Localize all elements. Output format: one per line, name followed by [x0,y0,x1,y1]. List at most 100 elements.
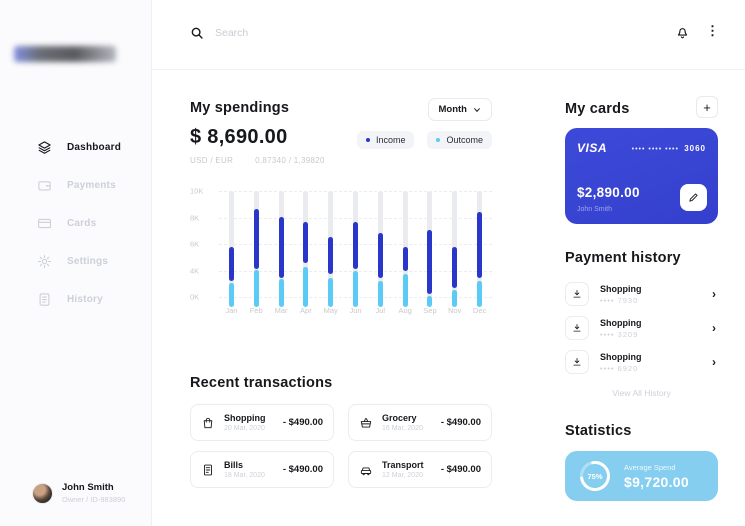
more-menu-button[interactable]: ⋮ [706,23,719,38]
bank-card: VISA •••• •••• •••• 3060 $2,890.00 John … [565,128,718,224]
rates-value: 0,87340 / 1,39820 [255,156,325,165]
outcome-dot-icon [436,138,441,142]
payment-history-title: Payment history [565,250,681,266]
chart-x-axis: Jan Feb Mar Apr May Jun Jul Aug Sep Nov Dec [219,306,492,315]
car-icon [360,466,372,475]
income-bar [402,247,408,272]
payment-card-mask: •••• 3209 [600,329,639,339]
y-tick-label: 4K [190,266,200,275]
sidebar-item-label: History [67,293,103,305]
right-column: My cards + VISA •••• •••• •••• 3060 $2,8… [565,96,718,501]
bar-track-apr [303,191,309,307]
bag-icon [203,417,213,428]
average-spend-label: Average Spend [624,462,676,472]
outcome-bar [328,277,334,307]
download-button[interactable] [565,316,589,340]
outcome-bar [402,273,408,307]
add-card-button[interactable]: + [696,96,718,118]
card-balance: $2,890.00 [577,185,640,200]
sidebar: Dashboard Payments Cards Settings History Jo… [0,0,152,526]
income-bar [228,247,234,282]
legend-chip-income[interactable]: Income [356,131,415,149]
legend-label: Income [375,135,406,145]
y-tick-label: 0K [190,292,200,302]
outcome-bar [477,280,483,307]
bar-track-mar [278,191,284,307]
download-icon [573,324,581,332]
card-number: •••• •••• •••• 3060 [632,144,706,153]
bar-track-jan [228,191,234,307]
download-icon [573,358,581,366]
bar-track-jun [352,191,358,307]
transaction-bills[interactable]: Bills 18 Mar, 2020 - $490.00 [190,451,334,488]
bar-track-feb [253,191,259,307]
outcome-bar [253,269,259,307]
payment-history-row[interactable]: Shopping •••• 3209 › [565,311,718,345]
payment-name: Shopping [600,317,642,328]
outcome-bar [427,296,433,307]
x-tick-label: May [323,306,338,315]
rates-label: USD / EUR [190,156,234,165]
transaction-shopping[interactable]: Shopping 20 Mar, 2020 - $490.00 [190,404,334,441]
card-last4: 3060 [684,143,706,153]
app-logo [14,46,116,62]
payment-history-list: Shopping •••• 7930 › Shopping •••• 3209 › Shop… [565,277,718,379]
sidebar-item-label: Dashboard [67,141,122,153]
transaction-grocery[interactable]: Grocery 16 Mar, 2020 - $490.00 [348,404,492,441]
pencil-icon [689,193,698,202]
average-spend-donut: 75% [577,458,613,494]
sidebar-item-dashboard[interactable]: Dashboard [0,128,151,166]
search-input[interactable] [215,27,355,39]
sidebar-item-settings[interactable]: Settings [0,242,151,280]
average-spend-amount: $9,720.00 [624,473,689,490]
payment-name: Shopping [600,351,642,362]
edit-card-button[interactable] [680,184,707,211]
chevron-right-icon: › [712,287,716,301]
transaction-date: 16 Mar, 2020 [382,425,423,432]
download-icon [573,290,581,298]
transactions-title: Recent transactions [190,375,333,391]
sidebar-nav: Dashboard Payments Cards Settings History [0,128,151,318]
x-tick-label: Jun [349,306,362,315]
donut-percent: 75% [587,471,603,481]
payment-history-row[interactable]: Shopping •••• 6920 › [565,345,718,379]
search-icon [191,27,203,39]
x-tick-label: Mar [274,306,288,315]
sidebar-item-history[interactable]: History [0,280,151,318]
card-holder: John Smith [577,206,613,213]
x-tick-label: Apr [300,306,312,315]
legend-chip-outcome[interactable]: Outcome [427,131,492,149]
bar-track-may [328,191,334,307]
period-select-value: Month [438,104,468,115]
outcome-bar [377,280,383,307]
currency-rates: USD / EUR 0,87340 / 1,39820 [190,156,492,165]
notifications-button[interactable] [675,25,693,43]
my-cards-title: My cards [565,101,630,117]
income-dot-icon [365,138,370,142]
chevron-right-icon: › [712,321,716,335]
credit-card-icon [38,218,51,228]
sidebar-item-cards[interactable]: Cards [0,204,151,242]
download-button[interactable] [565,282,589,306]
payment-card-mask: •••• 6920 [600,363,639,373]
document-icon [39,292,50,306]
payment-history-row[interactable]: Shopping •••• 7930 › [565,277,718,311]
sidebar-item-payments[interactable]: Payments [0,166,151,204]
period-select[interactable]: Month [427,98,492,121]
transaction-transport[interactable]: Transport 12 Mar, 2020 - $490.00 [348,451,492,488]
user-profile[interactable]: John Smith Owner / ID-983890 [32,482,125,504]
x-tick-label: Nov [448,306,462,315]
income-bar [352,222,358,269]
download-button[interactable] [565,350,589,374]
outcome-bar [278,279,284,307]
transaction-amount: - $490.00 [282,417,323,428]
x-tick-label: Sep [423,306,437,315]
sidebar-item-label: Settings [67,255,109,267]
view-all-history-link[interactable]: View All History [612,388,671,398]
transaction-name: Transport [382,460,424,470]
user-meta: Owner / ID-983890 [62,495,126,504]
transaction-amount: - $490.00 [282,464,323,475]
x-tick-label: Jul [375,306,386,315]
income-bar [452,247,458,288]
transaction-name: Grocery [382,413,417,423]
